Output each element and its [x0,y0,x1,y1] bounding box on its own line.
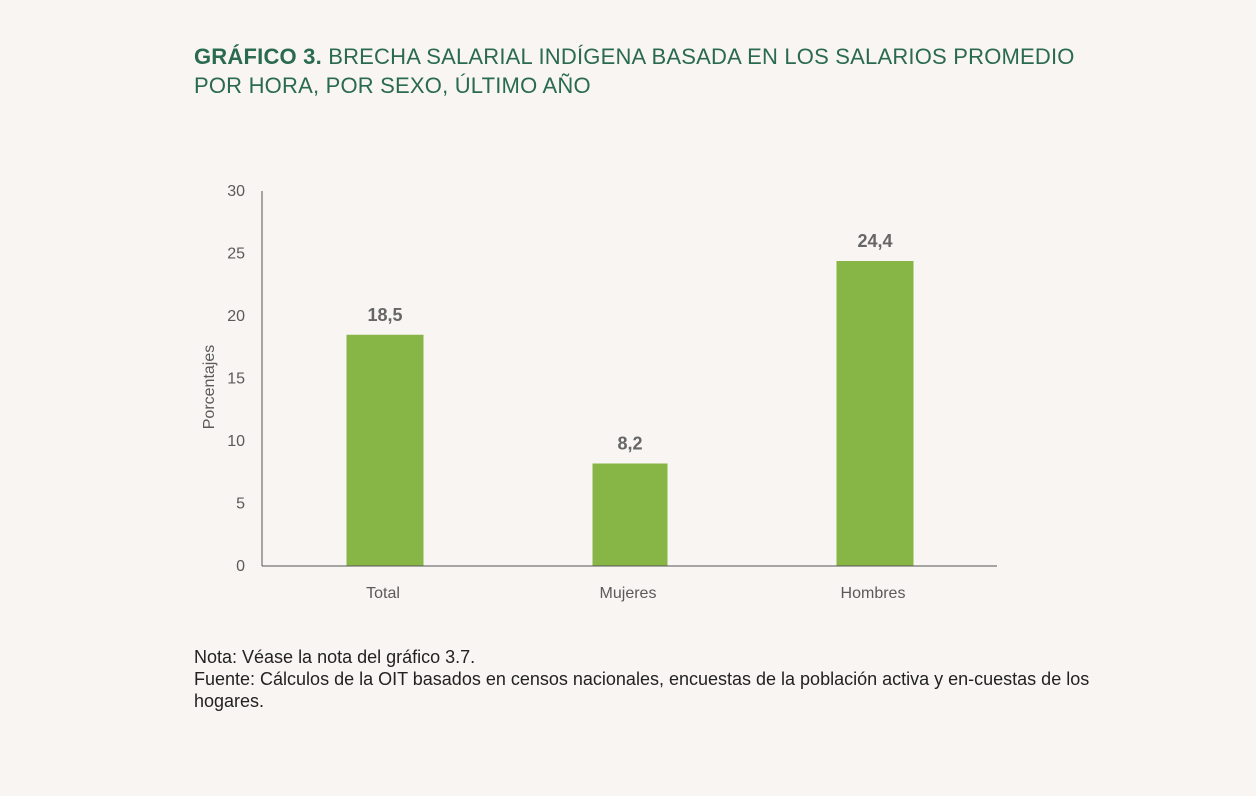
x-tick-label-mujeres: Mujeres [600,585,657,602]
y-axis-ticks: 0 5 10 15 20 25 30 [227,183,245,575]
chart-title-number: GRÁFICO 3. [194,44,322,69]
y-tick-label: 10 [227,433,245,450]
chart-note: Nota: Véase la nota del gráfico 3.7. [194,647,476,667]
chart-footer: Nota: Véase la nota del gráfico 3.7. Fue… [194,646,1094,712]
y-tick-label: 30 [227,183,245,200]
x-axis-ticks: Total Mujeres Hombres [366,585,905,602]
chart-title: GRÁFICO 3. BRECHA SALARIAL INDÍGENA BASA… [194,42,1094,100]
y-tick-label: 20 [227,308,245,325]
value-label-total: 18,5 [367,305,402,325]
chart-source: Fuente: Cálculos de la OIT basados en ce… [194,669,1090,711]
y-tick-label: 25 [227,246,245,263]
bars: 18,5 8,2 24,4 [346,231,914,566]
y-tick-label: 5 [236,496,245,513]
y-tick-label: 15 [227,371,245,388]
chart-title-text: BRECHA SALARIAL INDÍGENA BASADA EN LOS S… [194,44,1075,98]
value-label-hombres: 24,4 [857,231,892,251]
bar-hombres [836,261,914,566]
x-tick-label-total: Total [366,585,400,602]
x-tick-label-hombres: Hombres [841,585,906,602]
bar-mujeres [592,463,668,566]
bar-chart: 0 5 10 15 20 25 30 Porcentajes 18,5 8,2 24,4 Tot… [201,183,997,602]
bar-total [346,334,424,566]
y-axis-label: Porcentajes [201,345,218,430]
y-tick-label: 0 [236,558,245,575]
value-label-mujeres: 8,2 [617,434,642,454]
